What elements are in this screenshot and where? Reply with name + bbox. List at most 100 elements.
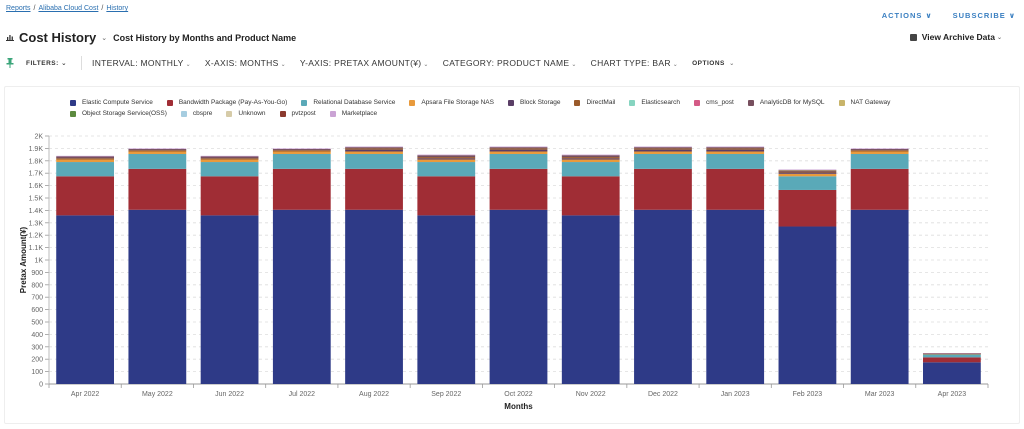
bar-segment[interactable] <box>417 158 476 160</box>
legend-item[interactable]: Object Storage Service(OSS) <box>70 110 167 117</box>
bar-segment[interactable] <box>634 151 692 154</box>
bar-segment[interactable] <box>922 354 981 358</box>
bar-segment[interactable] <box>489 168 548 210</box>
legend-item[interactable]: Block Storage <box>507 99 560 106</box>
legend-item[interactable]: AnalyticDB for MySQL <box>747 99 825 106</box>
bar-segment[interactable] <box>706 148 765 150</box>
bar-segment[interactable] <box>128 209 187 384</box>
bar-segment[interactable] <box>417 157 476 159</box>
bar-segment[interactable] <box>56 176 115 216</box>
bar-segment[interactable] <box>417 155 476 158</box>
legend-item[interactable]: Elasticsearch <box>629 99 680 106</box>
bar-segment[interactable] <box>417 159 476 163</box>
bar-segment[interactable] <box>922 362 981 384</box>
bar-segment[interactable] <box>706 147 765 149</box>
bar-segment[interactable] <box>706 209 765 384</box>
filters-dropdown[interactable]: FILTERS: ⌄ <box>26 59 67 67</box>
bar-segment[interactable] <box>561 155 620 158</box>
legend-item[interactable]: Apsara File Storage NAS <box>409 99 494 106</box>
subscribe-button[interactable]: SUBSCRIBE ∨ <box>953 11 1016 20</box>
bar-segment[interactable] <box>489 153 548 169</box>
category-dropdown[interactable]: CATEGORY: PRODUCT NAME ⌄ <box>443 58 577 68</box>
bar-segment[interactable] <box>922 353 981 354</box>
actions-button[interactable]: ACTIONS ∨ <box>882 11 933 20</box>
bar-segment[interactable] <box>561 215 620 384</box>
bar-segment[interactable] <box>706 151 765 154</box>
legend-item[interactable]: Unknown <box>226 110 266 117</box>
bar-segment[interactable] <box>489 149 548 152</box>
bar-segment[interactable] <box>56 156 115 159</box>
bar-segment[interactable] <box>56 158 115 160</box>
pin-icon[interactable] <box>6 58 14 68</box>
interval-dropdown[interactable]: INTERVAL: MONTHLY ⌄ <box>92 58 191 68</box>
bar-segment[interactable] <box>922 353 981 355</box>
bar-segment[interactable] <box>561 154 620 156</box>
bar-segment[interactable] <box>634 168 692 210</box>
legend-item[interactable]: Elastic Compute Service <box>70 99 153 106</box>
bar-segment[interactable] <box>345 148 403 150</box>
bar-segment[interactable] <box>489 148 548 150</box>
bar-segment[interactable] <box>561 159 620 163</box>
bar-segment[interactable] <box>128 151 187 154</box>
bar-segment[interactable] <box>561 157 620 159</box>
bar-segment[interactable] <box>922 357 981 363</box>
bar-segment[interactable] <box>850 150 909 152</box>
bar-segment[interactable] <box>706 146 765 148</box>
bar-segment[interactable] <box>272 149 331 151</box>
bar-segment[interactable] <box>850 153 909 169</box>
bar-segment[interactable] <box>272 209 331 384</box>
bar-segment[interactable] <box>778 189 837 227</box>
legend-item[interactable]: cbspre <box>180 110 212 117</box>
bar-segment[interactable] <box>634 153 692 169</box>
bar-segment[interactable] <box>200 176 259 216</box>
bar-segment[interactable] <box>56 159 115 163</box>
bar-segment[interactable] <box>128 148 187 150</box>
breadcrumb-alibaba-cloud-cost[interactable]: Alibaba Cloud Cost <box>38 5 99 12</box>
bar-segment[interactable] <box>489 147 548 149</box>
bar-segment[interactable] <box>200 155 259 157</box>
bar-segment[interactable] <box>417 154 476 156</box>
x-axis-dropdown[interactable]: X-AXIS: MONTHS ⌄ <box>205 58 286 68</box>
bar-segment[interactable] <box>850 168 909 210</box>
bar-segment[interactable] <box>634 209 692 384</box>
breadcrumb-history[interactable]: History <box>106 5 129 12</box>
bar-segment[interactable] <box>489 146 548 148</box>
legend-item[interactable]: Marketplace <box>329 110 377 117</box>
bar-segment[interactable] <box>778 176 837 190</box>
bar-segment[interactable] <box>778 171 837 173</box>
bar-segment[interactable] <box>272 148 331 150</box>
bar-segment[interactable] <box>778 170 837 172</box>
bar-segment[interactable] <box>634 149 692 152</box>
legend-item[interactable]: Bandwidth Package (Pay-As-You-Go) <box>166 99 287 106</box>
bar-segment[interactable] <box>706 149 765 152</box>
bar-segment[interactable] <box>706 153 765 169</box>
bar-segment[interactable] <box>561 162 620 177</box>
legend-item[interactable]: cms_post <box>694 99 734 106</box>
bar-segment[interactable] <box>489 151 548 154</box>
bar-segment[interactable] <box>417 176 476 216</box>
bar-segment[interactable] <box>850 148 909 150</box>
bar-segment[interactable] <box>56 155 115 157</box>
bar-segment[interactable] <box>778 169 837 171</box>
bar-segment[interactable] <box>272 168 331 210</box>
breadcrumb-reports[interactable]: Reports <box>6 5 31 12</box>
bar-segment[interactable] <box>489 209 548 384</box>
legend-item[interactable]: Relational Database Service <box>301 99 395 106</box>
bar-segment[interactable] <box>272 151 331 154</box>
bar-segment[interactable] <box>850 149 909 151</box>
bar-segment[interactable] <box>128 150 187 152</box>
bar-segment[interactable] <box>128 153 187 169</box>
bar-segment[interactable] <box>778 173 837 177</box>
bar-segment[interactable] <box>850 151 909 154</box>
bar-segment[interactable] <box>634 148 692 150</box>
bar-segment[interactable] <box>345 146 403 148</box>
bar-segment[interactable] <box>417 162 476 177</box>
bar-segment[interactable] <box>200 159 259 163</box>
bar-segment[interactable] <box>345 209 403 384</box>
options-dropdown[interactable]: OPTIONS ⌄ <box>692 60 735 67</box>
bar-segment[interactable] <box>561 176 620 216</box>
bar-segment[interactable] <box>778 170 837 171</box>
chart-type-dropdown[interactable]: CHART TYPE: BAR ⌄ <box>591 58 678 68</box>
legend-item[interactable]: pvtzpost <box>279 110 316 117</box>
bar-segment[interactable] <box>345 151 403 154</box>
